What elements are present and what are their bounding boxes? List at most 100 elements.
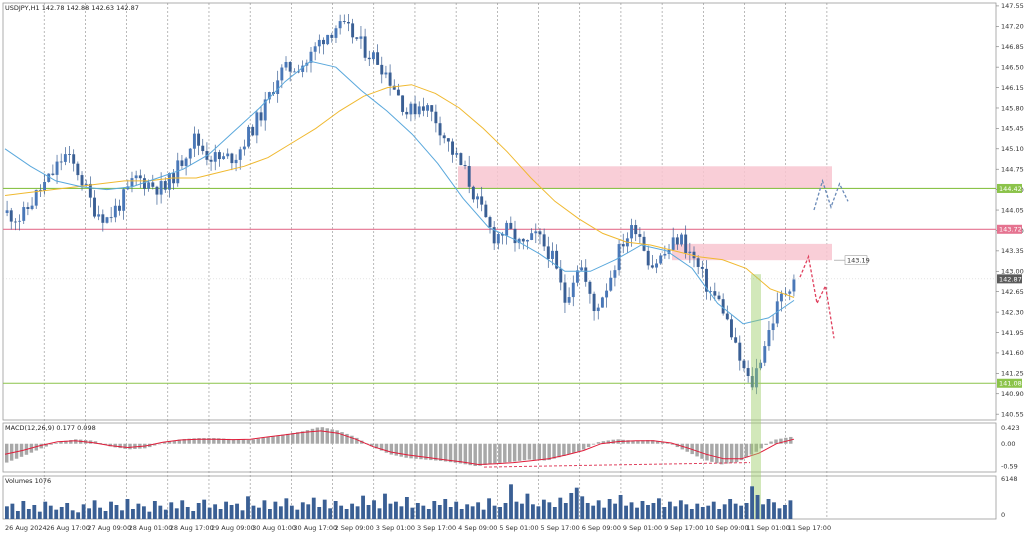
candle-body	[696, 258, 700, 267]
macd-bar	[202, 438, 206, 444]
volume-bar	[54, 509, 59, 519]
candle-body	[176, 160, 180, 184]
macd-bar	[754, 443, 759, 452]
price-tick-label: 147.55	[1001, 2, 1024, 10]
time-tick-label: 29 Aug 09:00	[211, 524, 255, 532]
volume-bar	[476, 502, 481, 519]
candle-body	[421, 106, 425, 111]
candle-body	[297, 71, 300, 73]
macd-bar	[739, 443, 744, 461]
candle-body	[605, 290, 609, 298]
macd-bar	[779, 438, 783, 444]
macd-bar	[300, 431, 305, 444]
volume-bar	[32, 504, 37, 519]
candle-body	[517, 238, 521, 244]
price-tick-label: 140.90	[1001, 390, 1024, 398]
macd-bar	[335, 430, 339, 444]
volume-bar	[591, 505, 596, 519]
volume-bar	[410, 507, 415, 519]
price-tags: 144.42 143.72 141.08 143.19 142.87	[844, 183, 1022, 388]
macd-bar	[675, 443, 680, 448]
volume-bar	[443, 498, 448, 519]
candle-body	[118, 205, 121, 211]
candle-body	[488, 217, 492, 228]
volume-bar	[185, 506, 190, 519]
volume-bar	[772, 502, 776, 519]
volume-bar	[684, 504, 689, 519]
candle-body	[76, 163, 80, 176]
volume-tick-label: 0	[1001, 511, 1005, 519]
price-tick-label: 141.60	[1001, 349, 1024, 357]
candle-body	[259, 112, 263, 121]
price-tick-label: 146.15	[1001, 84, 1024, 92]
volume-bar	[59, 506, 64, 519]
candle-body	[322, 39, 325, 45]
volume-bar	[372, 500, 376, 519]
volume-bar	[788, 500, 793, 519]
volume-bar	[700, 506, 705, 519]
volume-bar	[487, 498, 492, 519]
time-tick-label: 3 Sep 01:00	[376, 524, 415, 532]
macd-bar	[325, 428, 329, 444]
macd-bar	[631, 440, 635, 444]
macd-bar	[295, 432, 300, 444]
volume-bar	[246, 496, 250, 519]
candle-body	[584, 267, 588, 282]
time-tick-label: 5 Sep 17:00	[541, 524, 580, 532]
volume-bar	[5, 506, 9, 519]
candle-body	[209, 159, 213, 162]
volume-bar	[125, 498, 130, 519]
candle-body	[147, 182, 151, 189]
volume-bar	[131, 508, 135, 519]
candle-body	[438, 123, 442, 136]
macd-bar	[167, 441, 172, 444]
candle-body	[684, 234, 688, 254]
price-tag-label: 143.72	[999, 226, 1022, 234]
candle-body	[26, 207, 30, 209]
macd-bar	[369, 443, 374, 447]
volume-bar	[596, 500, 601, 519]
volume-bar	[361, 495, 365, 519]
macd-bar	[44, 443, 48, 447]
volume-bar	[558, 497, 563, 519]
macd-bar	[93, 441, 98, 444]
candle-body	[417, 106, 421, 115]
candle-body	[492, 227, 496, 244]
time-tick-label: 2 Sep 09:00	[335, 524, 374, 532]
candle-body	[347, 21, 350, 24]
macd-bar	[720, 443, 724, 465]
candle-body	[197, 133, 201, 146]
volume-bar	[454, 501, 459, 519]
candle-body	[330, 34, 334, 38]
macd-bar	[374, 443, 379, 449]
volume-bar	[174, 508, 179, 519]
candle-body	[596, 307, 600, 312]
candle-body	[559, 268, 563, 283]
candle-body	[213, 152, 217, 162]
candle-body	[217, 152, 221, 160]
macd-bar	[330, 429, 334, 444]
macd-bar	[665, 442, 670, 444]
macd-bar	[606, 440, 611, 444]
volume-bar	[43, 501, 48, 519]
candle-body	[313, 46, 317, 52]
price-tick-label: 146.85	[1001, 43, 1024, 51]
candle-body	[93, 197, 96, 217]
moving-average-line	[4, 84, 795, 298]
candle-body	[496, 234, 500, 244]
volume-bar	[750, 486, 755, 519]
volume-bar	[437, 504, 442, 519]
macd-bar	[744, 443, 749, 458]
time-tick-label: 28 Aug 01:00	[129, 524, 173, 532]
volume-bar	[289, 505, 294, 519]
candle-body	[792, 279, 796, 292]
macd-bar	[670, 443, 675, 445]
macd-bar	[384, 443, 389, 453]
price-tag-label: 141.08	[999, 380, 1022, 388]
volume-bar	[26, 508, 31, 519]
macd-bar	[532, 443, 537, 460]
price-tick-label: 145.10	[1001, 145, 1024, 153]
candle-body	[692, 251, 696, 259]
price-tick-label: 145.45	[1001, 125, 1024, 133]
